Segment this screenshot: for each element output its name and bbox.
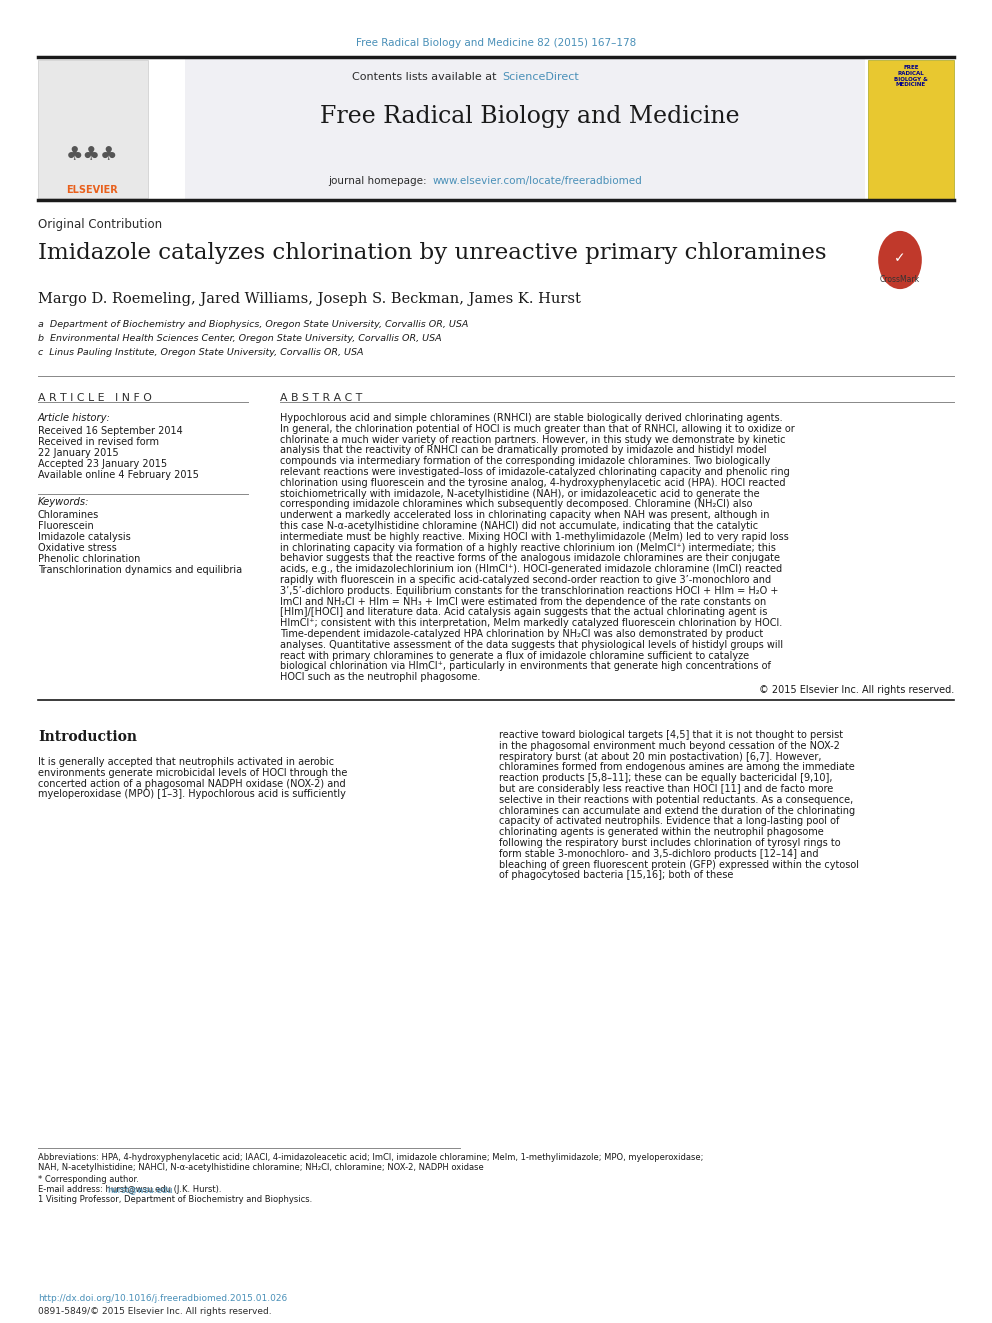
Text: form stable 3-monochloro- and 3,5-dichloro products [12–14] and: form stable 3-monochloro- and 3,5-dichlo…: [499, 849, 818, 859]
Text: ImCl and NH₂Cl + HIm = NH₃ + ImCl were estimated from the dependence of the rate: ImCl and NH₂Cl + HIm = NH₃ + ImCl were e…: [280, 597, 766, 607]
Text: selective in their reactions with potential reductants. As a consequence,: selective in their reactions with potent…: [499, 795, 853, 804]
Text: Free Radical Biology and Medicine: Free Radical Biology and Medicine: [320, 105, 740, 128]
Text: Received in revised form: Received in revised form: [38, 437, 159, 447]
Text: hurst@wsu.edu: hurst@wsu.edu: [107, 1185, 173, 1193]
Text: Chloramines: Chloramines: [38, 509, 99, 520]
Text: HImCl⁺; consistent with this interpretation, MeIm markedly catalyzed fluorescein: HImCl⁺; consistent with this interpretat…: [280, 618, 783, 628]
FancyBboxPatch shape: [185, 57, 865, 200]
Text: journal homepage:: journal homepage:: [328, 176, 430, 187]
Text: behavior suggests that the reactive forms of the analogous imidazole chloramines: behavior suggests that the reactive form…: [280, 553, 780, 564]
Text: In general, the chlorination potential of HOCl is much greater than that of RNHC: In general, the chlorination potential o…: [280, 423, 795, 434]
Text: in chlorinating capacity via formation of a highly reactive chlorinium ion (MeIm: in chlorinating capacity via formation o…: [280, 542, 776, 553]
Text: © 2015 Elsevier Inc. All rights reserved.: © 2015 Elsevier Inc. All rights reserved…: [759, 685, 954, 695]
Text: but are considerably less reactive than HOCl [11] and de facto more: but are considerably less reactive than …: [499, 785, 833, 794]
Text: www.elsevier.com/locate/freeradbiomed: www.elsevier.com/locate/freeradbiomed: [433, 176, 643, 187]
Text: Hypochlorous acid and simple chloramines (RNHCl) are stable biologically derived: Hypochlorous acid and simple chloramines…: [280, 413, 783, 423]
Text: ELSEVIER: ELSEVIER: [66, 185, 118, 194]
Text: reactive toward biological targets [4,5] that it is not thought to persist: reactive toward biological targets [4,5]…: [499, 730, 843, 740]
Text: biological chlorination via HImCl⁺, particularly in environments that generate h: biological chlorination via HImCl⁺, part…: [280, 662, 771, 671]
Text: acids, e.g., the imidazolechlorinium ion (HImCl⁺). HOCl-generated imidazole chlo: acids, e.g., the imidazolechlorinium ion…: [280, 564, 782, 574]
Text: chlorination using fluorescein and the tyrosine analog, 4-hydroxyphenylacetic ac: chlorination using fluorescein and the t…: [280, 478, 786, 488]
Text: analysis that the reactivity of RNHCl can be dramatically promoted by imidazole : analysis that the reactivity of RNHCl ca…: [280, 446, 767, 455]
Text: Introduction: Introduction: [38, 730, 137, 744]
Text: 22 January 2015: 22 January 2015: [38, 448, 119, 458]
Text: Available online 4 February 2015: Available online 4 February 2015: [38, 470, 198, 480]
Text: 0891-5849/© 2015 Elsevier Inc. All rights reserved.: 0891-5849/© 2015 Elsevier Inc. All right…: [38, 1307, 272, 1316]
Text: Phenolic chlorination: Phenolic chlorination: [38, 554, 141, 564]
Text: underwent a markedly accelerated loss in chlorinating capacity when NAH was pres: underwent a markedly accelerated loss in…: [280, 511, 770, 520]
Text: relevant reactions were investigated–loss of imidazole-catalyzed chlorinating ca: relevant reactions were investigated–los…: [280, 467, 790, 478]
Text: HOCl such as the neutrophil phagosome.: HOCl such as the neutrophil phagosome.: [280, 672, 480, 683]
Text: intermediate must be highly reactive. Mixing HOCl with 1-methylimidazole (MeIm) : intermediate must be highly reactive. Mi…: [280, 532, 789, 542]
Text: CrossMark: CrossMark: [880, 275, 920, 284]
Text: myeloperoxidase (MPO) [1–3]. Hypochlorous acid is sufficiently: myeloperoxidase (MPO) [1–3]. Hypochlorou…: [38, 790, 346, 799]
Text: b  Environmental Health Sciences Center, Oregon State University, Corvallis OR, : b Environmental Health Sciences Center, …: [38, 333, 441, 343]
Text: stoichiometrically with imidazole, N-acetylhistidine (NAH), or imidazoleacetic a: stoichiometrically with imidazole, N-ace…: [280, 488, 760, 499]
Text: of phagocytosed bacteria [15,16]; both of these: of phagocytosed bacteria [15,16]; both o…: [499, 871, 733, 880]
Text: bleaching of green fluorescent protein (GFP) expressed within the cytosol: bleaching of green fluorescent protein (…: [499, 860, 859, 869]
Text: following the respiratory burst includes chlorination of tyrosyl rings to: following the respiratory burst includes…: [499, 837, 840, 848]
Text: environments generate microbicidal levels of HOCl through the: environments generate microbicidal level…: [38, 767, 347, 778]
Text: Received 16 September 2014: Received 16 September 2014: [38, 426, 183, 437]
Bar: [868, 60, 954, 200]
Text: reaction products [5,8–11]; these can be equally bactericidal [9,10],: reaction products [5,8–11]; these can be…: [499, 773, 832, 783]
Text: compounds via intermediary formation of the corresponding imidazole chloramines.: compounds via intermediary formation of …: [280, 456, 771, 466]
Text: Contents lists available at: Contents lists available at: [352, 71, 500, 82]
Bar: [38, 60, 148, 198]
Text: chlorinate a much wider variety of reaction partners. However, in this study we : chlorinate a much wider variety of react…: [280, 434, 786, 445]
Text: ✓: ✓: [894, 251, 906, 265]
Text: corresponding imidazole chloramines which subsequently decomposed. Chloramine (N: corresponding imidazole chloramines whic…: [280, 499, 753, 509]
Text: A R T I C L E   I N F O: A R T I C L E I N F O: [38, 393, 152, 404]
Text: A B S T R A C T: A B S T R A C T: [280, 393, 362, 404]
Text: Original Contribution: Original Contribution: [38, 218, 162, 232]
Text: * Corresponding author.: * Corresponding author.: [38, 1175, 139, 1184]
Text: It is generally accepted that neutrophils activated in aerobic: It is generally accepted that neutrophil…: [38, 757, 334, 767]
Text: c  Linus Pauling Institute, Oregon State University, Corvallis OR, USA: c Linus Pauling Institute, Oregon State …: [38, 348, 363, 357]
Text: analyses. Quantitative assessment of the data suggests that physiological levels: analyses. Quantitative assessment of the…: [280, 640, 783, 650]
Text: Keywords:: Keywords:: [38, 497, 89, 507]
Text: Time-dependent imidazole-catalyzed HPA chlorination by NH₂Cl was also demonstrat: Time-dependent imidazole-catalyzed HPA c…: [280, 628, 763, 639]
Text: 3’,5’-dichloro products. Equilibrium constants for the transchlorination reactio: 3’,5’-dichloro products. Equilibrium con…: [280, 586, 779, 595]
Text: [HIm]/[HOCl] and literature data. Acid catalysis again suggests that the actual : [HIm]/[HOCl] and literature data. Acid c…: [280, 607, 768, 618]
Circle shape: [878, 232, 922, 290]
Text: ♣♣♣: ♣♣♣: [65, 146, 118, 164]
Text: NAH, N-acetylhistidine; NAHCl, N-α-acetylhistidine chloramine; NH₂Cl, chloramine: NAH, N-acetylhistidine; NAHCl, N-α-acety…: [38, 1163, 484, 1172]
Text: FREE
RADICAL
BIOLOGY &
MEDICINE: FREE RADICAL BIOLOGY & MEDICINE: [894, 65, 928, 87]
Text: chloramines formed from endogenous amines are among the immediate: chloramines formed from endogenous amine…: [499, 762, 855, 773]
Text: rapidly with fluorescein in a specific acid-catalyzed second-order reaction to g: rapidly with fluorescein in a specific a…: [280, 576, 771, 585]
Text: Oxidative stress: Oxidative stress: [38, 542, 117, 553]
Text: chlorinating agents is generated within the neutrophil phagosome: chlorinating agents is generated within …: [499, 827, 823, 837]
Text: http://dx.doi.org/10.1016/j.freeradbiomed.2015.01.026: http://dx.doi.org/10.1016/j.freeradbiome…: [38, 1294, 288, 1303]
Text: Imidazole catalysis: Imidazole catalysis: [38, 532, 131, 542]
Text: Abbreviations: HPA, 4-hydroxyphenylacetic acid; IAACl, 4-imidazoleacetic acid; I: Abbreviations: HPA, 4-hydroxyphenylaceti…: [38, 1154, 703, 1162]
Text: chloramines can accumulate and extend the duration of the chlorinating: chloramines can accumulate and extend th…: [499, 806, 855, 815]
Text: capacity of activated neutrophils. Evidence that a long-lasting pool of: capacity of activated neutrophils. Evide…: [499, 816, 839, 827]
Text: respiratory burst (at about 20 min postactivation) [6,7]. However,: respiratory burst (at about 20 min posta…: [499, 751, 821, 762]
Text: a  Department of Biochemistry and Biophysics, Oregon State University, Corvallis: a Department of Biochemistry and Biophys…: [38, 320, 468, 329]
Text: Article history:: Article history:: [38, 413, 111, 423]
Text: E-mail address: hurst@wsu.edu (J.K. Hurst).: E-mail address: hurst@wsu.edu (J.K. Hurs…: [38, 1185, 221, 1193]
Text: concerted action of a phagosomal NADPH oxidase (NOX-2) and: concerted action of a phagosomal NADPH o…: [38, 779, 345, 789]
Text: Margo D. Roemeling, Jared Williams, Joseph S. Beckman, James K. Hurst: Margo D. Roemeling, Jared Williams, Jose…: [38, 292, 581, 306]
Text: Accepted 23 January 2015: Accepted 23 January 2015: [38, 459, 167, 468]
Text: this case N-α-acetylhistidine chloramine (NAHCl) did not accumulate, indicating : this case N-α-acetylhistidine chloramine…: [280, 521, 758, 531]
Text: Imidazole catalyzes chlorination by unreactive primary chloramines: Imidazole catalyzes chlorination by unre…: [38, 242, 826, 265]
Text: 1 Visiting Professor, Department of Biochemistry and Biophysics.: 1 Visiting Professor, Department of Bioc…: [38, 1195, 312, 1204]
Text: Fluorescein: Fluorescein: [38, 521, 94, 531]
Text: ScienceDirect: ScienceDirect: [502, 71, 578, 82]
Text: Free Radical Biology and Medicine 82 (2015) 167–178: Free Radical Biology and Medicine 82 (20…: [356, 38, 636, 48]
Text: react with primary chloramines to generate a flux of imidazole chloramine suffic: react with primary chloramines to genera…: [280, 651, 749, 660]
Text: in the phagosomal environment much beyond cessation of the NOX-2: in the phagosomal environment much beyon…: [499, 741, 840, 750]
Text: Transchlorination dynamics and equilibria: Transchlorination dynamics and equilibri…: [38, 565, 242, 576]
